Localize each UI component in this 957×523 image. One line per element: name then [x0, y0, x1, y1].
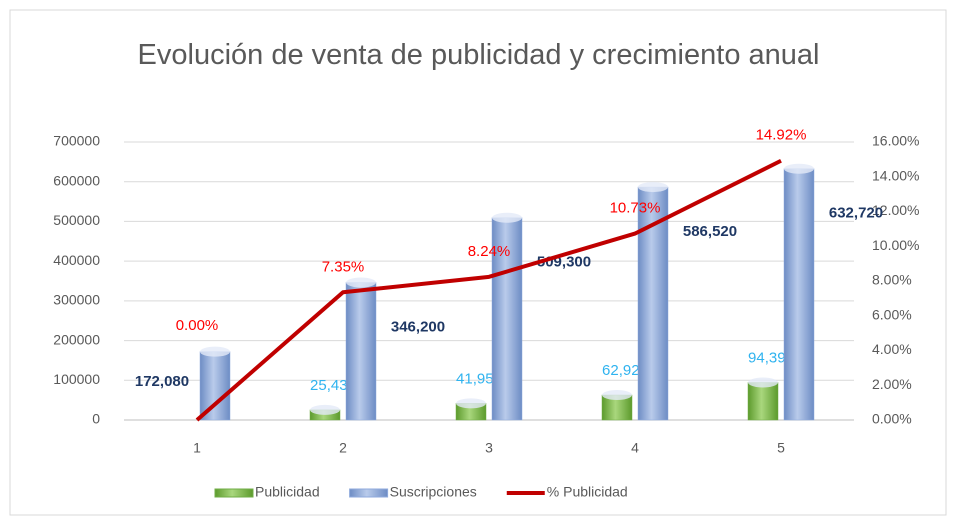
- y2-tick-label: 0.00%: [872, 411, 912, 427]
- bar-cap: [456, 398, 486, 409]
- y2-tick-label: 14.00%: [872, 167, 919, 183]
- y2-tick-label: 12.00%: [872, 202, 919, 218]
- y-tick-label: 300000: [53, 292, 100, 308]
- bar: [637, 186, 669, 421]
- data-label: 41,952: [456, 370, 502, 387]
- chart-title: Evolución de venta de publicidad y creci…: [137, 39, 820, 71]
- data-label: 7.35%: [322, 258, 365, 275]
- bar: [345, 282, 377, 421]
- bar-cap: [638, 182, 668, 193]
- y-tick-label: 0: [92, 411, 100, 427]
- data-label: 0.00%: [176, 317, 219, 334]
- bar-cap: [492, 212, 522, 223]
- legend-label: % Publicidad: [547, 484, 628, 500]
- x-tick-label: 3: [485, 440, 493, 456]
- legend-swatch: [349, 488, 389, 498]
- y2-tick-label: 10.00%: [872, 237, 919, 253]
- y-tick-label: 600000: [53, 172, 100, 188]
- y-tick-label: 100000: [53, 371, 100, 387]
- x-tick-label: 4: [631, 440, 639, 456]
- bar-cap: [602, 390, 632, 401]
- legend-swatch: [214, 488, 254, 498]
- x-tick-label: 5: [777, 440, 785, 456]
- data-label: 94,392: [748, 349, 794, 366]
- y2-tick-label: 6.00%: [872, 306, 912, 322]
- data-label: 586,520: [683, 223, 737, 240]
- bar-cap: [346, 277, 376, 288]
- bar: [199, 351, 231, 421]
- bar-cap: [784, 163, 814, 174]
- data-label: 632,720: [829, 205, 883, 222]
- bar: [783, 168, 815, 421]
- data-label: 346,200: [391, 318, 445, 335]
- data-label: 14.92%: [756, 127, 807, 144]
- y2-tick-label: 4.00%: [872, 341, 912, 357]
- y-tick-label: 400000: [53, 252, 100, 268]
- bar-cap: [200, 346, 230, 357]
- data-label: 62,928: [602, 362, 648, 379]
- y-tick-label: 500000: [53, 212, 100, 228]
- legend-label: Suscripciones: [390, 484, 477, 500]
- data-label: 8.24%: [468, 243, 511, 260]
- legend-label: Publicidad: [255, 484, 320, 500]
- y-tick-label: 200000: [53, 331, 100, 347]
- line: [195, 158, 782, 422]
- data-label: 10.73%: [610, 200, 661, 217]
- y-tick-label: 700000: [53, 133, 100, 149]
- data-label: 172,080: [135, 373, 189, 390]
- y2-tick-label: 2.00%: [872, 376, 912, 392]
- y2-tick-label: 8.00%: [872, 272, 912, 288]
- x-tick-label: 2: [339, 440, 347, 456]
- bar-cap: [310, 404, 340, 415]
- bar-cap: [748, 377, 778, 388]
- bar: [747, 382, 779, 421]
- data-label: 25,438: [310, 377, 356, 394]
- chart-border: [9, 9, 947, 516]
- y2-tick-label: 16.00%: [872, 133, 919, 149]
- x-tick-label: 1: [193, 440, 201, 456]
